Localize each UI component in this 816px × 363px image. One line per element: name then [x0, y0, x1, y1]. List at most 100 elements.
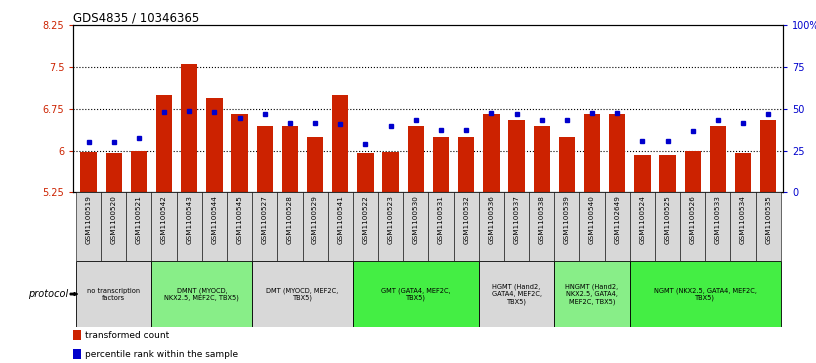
Bar: [277, 192, 303, 261]
Bar: [152, 261, 252, 327]
Text: GSM1100525: GSM1100525: [664, 195, 671, 244]
Bar: [479, 261, 554, 327]
Bar: [76, 261, 152, 327]
Text: GSM1100531: GSM1100531: [438, 195, 444, 244]
Bar: [659, 155, 676, 192]
Bar: [152, 192, 176, 261]
Bar: [105, 153, 122, 192]
Text: GSM1100523: GSM1100523: [388, 195, 393, 244]
Text: GSM1100536: GSM1100536: [488, 195, 494, 244]
Text: transformed count: transformed count: [85, 331, 169, 340]
Text: DMT (MYOCD, MEF2C,
TBX5): DMT (MYOCD, MEF2C, TBX5): [266, 287, 339, 301]
Text: GSM1100533: GSM1100533: [715, 195, 721, 244]
Bar: [101, 192, 126, 261]
Text: GSM1100529: GSM1100529: [312, 195, 318, 244]
Bar: [76, 192, 101, 261]
Bar: [256, 126, 273, 192]
Bar: [483, 114, 499, 192]
Text: GSM1100521: GSM1100521: [136, 195, 142, 244]
Bar: [126, 192, 152, 261]
Bar: [232, 114, 248, 192]
Text: GSM1100538: GSM1100538: [539, 195, 545, 244]
Bar: [252, 192, 277, 261]
Text: GMT (GATA4, MEF2C,
TBX5): GMT (GATA4, MEF2C, TBX5): [381, 287, 450, 301]
Bar: [730, 192, 756, 261]
Bar: [156, 95, 172, 192]
Bar: [630, 192, 655, 261]
Bar: [252, 261, 353, 327]
Bar: [80, 152, 97, 192]
Text: GSM1100520: GSM1100520: [111, 195, 117, 244]
Bar: [408, 126, 424, 192]
Text: GSM1100539: GSM1100539: [564, 195, 570, 244]
Text: GSM1100537: GSM1100537: [513, 195, 520, 244]
Text: GSM1100544: GSM1100544: [211, 195, 217, 244]
Bar: [202, 192, 227, 261]
Bar: [534, 126, 550, 192]
Bar: [307, 137, 323, 192]
Bar: [378, 192, 403, 261]
Bar: [681, 192, 705, 261]
Bar: [705, 192, 730, 261]
Text: GDS4835 / 10346365: GDS4835 / 10346365: [73, 11, 200, 24]
Bar: [630, 261, 781, 327]
Bar: [303, 192, 328, 261]
Bar: [479, 192, 504, 261]
Bar: [504, 192, 529, 261]
Text: NGMT (NKX2.5, GATA4, MEF2C,
TBX5): NGMT (NKX2.5, GATA4, MEF2C, TBX5): [654, 287, 756, 301]
Bar: [353, 192, 378, 261]
Bar: [605, 192, 630, 261]
Bar: [383, 152, 399, 192]
Text: GSM1100532: GSM1100532: [463, 195, 469, 244]
Bar: [428, 192, 454, 261]
Bar: [579, 192, 605, 261]
Text: HGMT (Hand2,
GATA4, MEF2C,
TBX5): HGMT (Hand2, GATA4, MEF2C, TBX5): [491, 284, 542, 305]
Bar: [454, 192, 479, 261]
Text: GSM1100528: GSM1100528: [287, 195, 293, 244]
Bar: [584, 114, 601, 192]
Bar: [227, 192, 252, 261]
Bar: [328, 192, 353, 261]
Bar: [529, 192, 554, 261]
Bar: [458, 137, 474, 192]
Text: GSM1100535: GSM1100535: [765, 195, 771, 244]
Bar: [282, 126, 298, 192]
Bar: [353, 261, 479, 327]
Text: GSM1100530: GSM1100530: [413, 195, 419, 244]
Bar: [332, 95, 348, 192]
Bar: [403, 192, 428, 261]
Bar: [756, 192, 781, 261]
Text: percentile rank within the sample: percentile rank within the sample: [85, 350, 238, 359]
Bar: [710, 126, 726, 192]
Bar: [176, 192, 202, 261]
Bar: [554, 261, 630, 327]
Text: GSM1100541: GSM1100541: [337, 195, 344, 244]
Text: GSM1100540: GSM1100540: [589, 195, 595, 244]
Bar: [508, 120, 525, 192]
Text: no transcription
factors: no transcription factors: [87, 287, 140, 301]
Text: HNGMT (Hand2,
NKX2.5, GATA4,
MEF2C, TBX5): HNGMT (Hand2, NKX2.5, GATA4, MEF2C, TBX5…: [565, 284, 619, 305]
Text: protocol: protocol: [29, 289, 69, 299]
Bar: [181, 64, 197, 192]
Bar: [559, 137, 575, 192]
Bar: [634, 155, 650, 192]
Text: DMNT (MYOCD,
NKX2.5, MEF2C, TBX5): DMNT (MYOCD, NKX2.5, MEF2C, TBX5): [164, 287, 239, 301]
Text: GSM1100524: GSM1100524: [640, 195, 645, 244]
Bar: [131, 151, 147, 192]
Text: GSM1100519: GSM1100519: [86, 195, 91, 244]
Bar: [760, 120, 777, 192]
Bar: [685, 151, 701, 192]
Bar: [206, 98, 223, 192]
Text: GSM1100527: GSM1100527: [262, 195, 268, 244]
Bar: [357, 154, 374, 192]
Bar: [73, 349, 82, 359]
Bar: [432, 137, 449, 192]
Bar: [655, 192, 681, 261]
Text: GSM1100534: GSM1100534: [740, 195, 746, 244]
Text: GSM1100545: GSM1100545: [237, 195, 242, 244]
Text: GSM1102649: GSM1102649: [614, 195, 620, 244]
Text: GSM1100526: GSM1100526: [690, 195, 696, 244]
Bar: [73, 330, 82, 340]
Text: GSM1100522: GSM1100522: [362, 195, 369, 244]
Bar: [735, 153, 752, 192]
